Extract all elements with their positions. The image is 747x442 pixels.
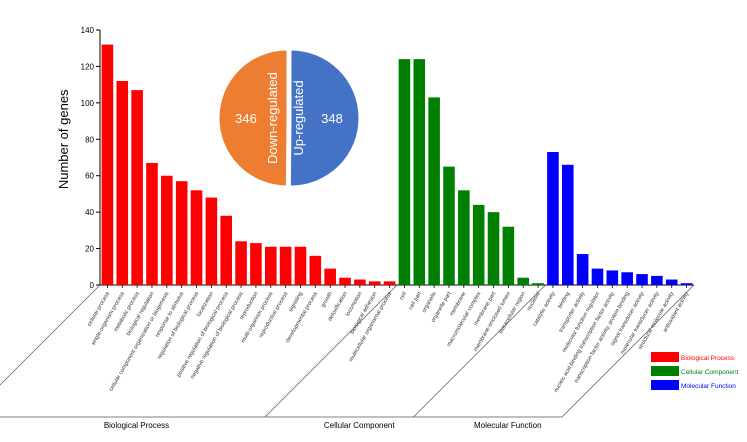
legend-swatch-molecular-function: [651, 380, 679, 390]
bar-nucleic-acid-binding-transcription-factor-activity: [606, 270, 619, 285]
bar-single-organism-process: [116, 81, 129, 285]
bar-cellular-process: [101, 44, 114, 286]
y-tick-label-0: 0: [90, 281, 95, 290]
x-tick-label-cell-part: cell part: [408, 291, 423, 311]
bar-binding: [561, 164, 574, 285]
legend-label-cellular-component: Cellular Component: [681, 369, 739, 376]
bar-response-to-stimulus: [175, 181, 188, 285]
pie-value-up-regulated: 348: [321, 111, 343, 126]
bar-transporter-activity: [576, 254, 589, 285]
bar-membrane-part: [487, 212, 500, 285]
group-separator-0: [0, 284, 101, 386]
y-tick-label-80: 80: [85, 135, 94, 144]
bar-membrane: [458, 190, 470, 285]
bar-metabolic-process: [131, 90, 143, 285]
pie-slice-up-regulated: [289, 49, 360, 187]
legend-swatch-cellular-component: [651, 366, 679, 376]
y-tick-label-20: 20: [85, 245, 94, 254]
bar-regulation-of-biological-process: [190, 190, 203, 285]
bar-molecular-function-regulator: [591, 268, 604, 285]
bar-cell: [398, 59, 411, 286]
group-separator-2: [413, 284, 546, 418]
group-separator-1: [264, 284, 398, 418]
bar-nucleoid: [532, 283, 544, 285]
x-tick-label-growth: growth: [320, 291, 334, 309]
group-label-biological-process: Biological Process: [104, 421, 169, 430]
group-separator-3: [561, 284, 695, 418]
bar-organelle: [428, 97, 440, 286]
legend-label-molecular-function: Molecular Function: [681, 383, 736, 390]
bar-detoxification: [339, 277, 351, 285]
pie-label-up-regulated: Up-regulated: [291, 80, 306, 155]
pie-value-down-regulated: 346: [235, 111, 257, 126]
legend-swatch-biological-process: [651, 352, 679, 362]
y-axis-label: Number of genes: [56, 89, 71, 189]
bar-cell-part: [413, 59, 426, 286]
bar-multicellular-organismal-process: [383, 281, 396, 285]
legend-label-biological-process: Biological Process: [681, 355, 735, 362]
bar-macromolecular-complex: [472, 204, 485, 285]
y-tick-label-60: 60: [85, 172, 94, 181]
bar-extracellular-region: [517, 277, 530, 285]
y-tick-label-140: 140: [81, 26, 95, 35]
bar-molecular-transducer-activity: [651, 275, 663, 285]
pie-slice-down-regulated: [218, 49, 288, 187]
bar-structural-molecule-activity: [665, 279, 678, 285]
group-label-molecular-function: Molecular Function: [474, 421, 542, 430]
y-tick-label-120: 120: [81, 62, 95, 71]
x-tick-label-reproductive-process: reproductive process: [258, 291, 289, 339]
bar-cellular-component-organization-or-biogenesis: [161, 175, 173, 285]
y-tick-label-40: 40: [85, 208, 94, 217]
bar-locomotion: [354, 279, 366, 285]
bar-localization: [205, 197, 218, 285]
bar-positive-regulation-of-biological-process: [220, 215, 233, 285]
x-tick-label-developmental-process: developmental process: [285, 291, 319, 344]
bar-membrane-enclosed-lumen: [502, 226, 515, 285]
x-tick-label-signaling: signaling: [288, 291, 304, 313]
bar-growth: [324, 268, 336, 285]
pie-label-down-regulated: Down-regulated: [265, 72, 280, 164]
bar-antioxidant-activity: [680, 283, 693, 285]
group-label-cellular-component: Cellular Component: [324, 421, 395, 430]
bar-signaling: [294, 246, 307, 285]
y-tick-label-100: 100: [81, 99, 95, 108]
bar-catalytic-activity: [547, 152, 559, 285]
x-tick-label-cell: cell: [399, 291, 408, 301]
bar-reproduction: [250, 243, 262, 285]
x-tick-label-binding: binding: [557, 291, 571, 310]
bar-developmental-process: [309, 255, 322, 285]
bar-negative-regulation-of-biological-process: [235, 241, 247, 285]
bar-organelle-part: [443, 166, 455, 285]
bar-multi-organism-process: [264, 246, 277, 285]
bar-transcription-factor-activity-protein-binding: [621, 272, 633, 285]
bar-signal-transducer-activity: [636, 274, 648, 285]
bar-biological-regulation: [146, 162, 158, 285]
bar-biological-adhesion: [368, 281, 381, 285]
bar-reproductive-process: [279, 246, 292, 285]
